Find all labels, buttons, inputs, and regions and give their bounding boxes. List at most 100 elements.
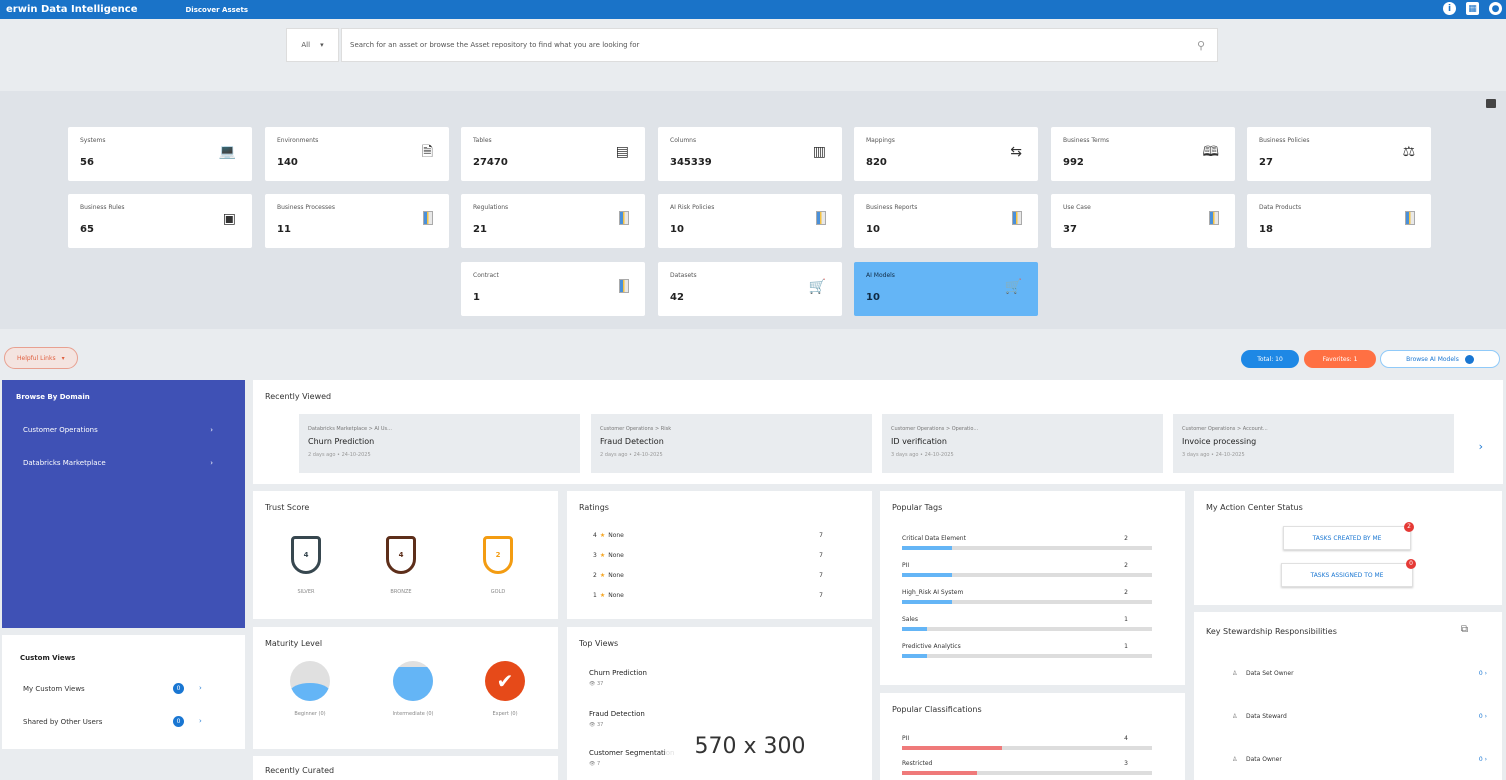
shared-views-row[interactable]: Shared by Other Users 0 ›: [23, 716, 208, 727]
stat-card-columns[interactable]: Columns 345339 ▥: [658, 127, 842, 181]
recent-item-card[interactable]: Customer Operations > Risk Fraud Detecti…: [591, 414, 872, 473]
sidebar-item-customer-operations[interactable]: Customer Operations ›: [23, 426, 213, 434]
people-icon: ♙: [1232, 670, 1238, 677]
trust-label: SILVER: [297, 589, 315, 595]
recently-viewed-panel: Recently Viewed Databricks Marketplace >…: [253, 380, 1503, 484]
chevron-down-icon: ▾: [320, 41, 324, 49]
recent-item-card[interactable]: Databricks Marketplace > AI Us... Churn …: [299, 414, 580, 473]
book-icon: [1012, 211, 1022, 225]
helpful-links-dropdown[interactable]: Helpful Links ▾: [4, 347, 78, 369]
stat-label: Business Rules: [80, 204, 125, 211]
info-icon[interactable]: i: [1443, 2, 1456, 15]
bar-row[interactable]: Critical Data Element 2: [902, 535, 1152, 550]
ratings-panel: Ratings 4 ★ None 7 3 ★ None 7 2 ★ None 7 1 ★ None 7: [567, 491, 872, 619]
stat-card-business-terms[interactable]: Business Terms 992 🕮: [1051, 127, 1235, 181]
my-custom-views-row[interactable]: My Custom Views 0 ›: [23, 683, 208, 694]
row-label: My Custom Views: [23, 685, 85, 693]
document-icon: 🗎: [421, 144, 433, 160]
stat-label: Tables: [473, 137, 492, 144]
stat-card-business-processes[interactable]: Business Processes 11: [265, 194, 449, 248]
top-view-item[interactable]: Churn Prediction 👁 37: [589, 669, 647, 687]
stat-card-environments[interactable]: Environments 140 🗎: [265, 127, 449, 181]
stewardship-row[interactable]: ♙ Data Steward 0 ›: [1232, 713, 1487, 720]
cart-icon: 🛒: [1004, 279, 1022, 295]
tasks-assigned-label: TASKS ASSIGNED TO ME: [1310, 571, 1384, 579]
bar-row[interactable]: Sales 1: [902, 616, 1152, 631]
view-count-value: 37: [596, 681, 604, 687]
stat-card-use-case[interactable]: Use Case 37: [1051, 194, 1235, 248]
stat-label: Use Case: [1063, 204, 1091, 211]
bar-row[interactable]: Predictive Analytics 1: [902, 643, 1152, 658]
action-center-panel: My Action Center Status TASKS CREATED BY…: [1194, 491, 1502, 605]
search-input[interactable]: Search for an asset or browse the Asset …: [341, 28, 1218, 62]
role-count-value: 0: [1478, 713, 1483, 720]
top-view-item[interactable]: Fraud Detection 👁 37: [589, 710, 645, 728]
count-badge: 0: [173, 683, 184, 694]
book-icon: [619, 211, 629, 225]
maturity-level-panel: Maturity Level ✔ Beginner (0) Intermedia…: [253, 627, 558, 749]
bar-row[interactable]: Restricted 3: [902, 760, 1152, 775]
star-count: 1: [593, 592, 597, 599]
sidebar-item-databricks-marketplace[interactable]: Databricks Marketplace ›: [23, 459, 213, 467]
user-icon[interactable]: ●: [1489, 2, 1502, 15]
stat-card-systems[interactable]: Systems 56 💻: [68, 127, 252, 181]
recent-item-card[interactable]: Customer Operations > Account... Invoice…: [1173, 414, 1454, 473]
bar-row[interactable]: PII 2: [902, 562, 1152, 577]
popular-classifications-panel: Popular Classifications PII 4 Restricted 3: [880, 693, 1185, 780]
recent-item-card[interactable]: Customer Operations > Operatio... ID ver…: [882, 414, 1163, 473]
bar-count: 2: [1124, 562, 1128, 569]
stewardship-row[interactable]: ♙ Data Set Owner 0 ›: [1232, 670, 1487, 677]
book-icon: [619, 279, 629, 293]
star-icon: ★: [599, 592, 606, 599]
stewardship-row[interactable]: ♙ Data Owner 0 ›: [1232, 756, 1487, 763]
stewardship-panel: Key Stewardship Responsibilities ⧉ ♙ Data…: [1194, 612, 1502, 780]
favorites-pill[interactable]: Favorites: 1: [1304, 350, 1376, 368]
stat-card-ai-risk-policies[interactable]: AI Risk Policies 10: [658, 194, 842, 248]
bar-count: 2: [1124, 589, 1128, 596]
trust-label: BRONZE: [390, 589, 412, 595]
stat-label: Regulations: [473, 204, 509, 211]
stat-card-mappings[interactable]: Mappings 820 ⇆: [854, 127, 1038, 181]
view-count: 👁 37: [589, 722, 604, 728]
trust-score-panel: Trust Score 4 4 2 SILVER BRONZE GOLD: [253, 491, 558, 619]
bar-row[interactable]: High_Risk AI System 2: [902, 589, 1152, 604]
nav-discover-assets[interactable]: Discover Assets: [185, 5, 249, 14]
copy-icon[interactable]: ⧉: [1460, 624, 1468, 635]
stat-label: Systems: [80, 137, 106, 144]
breadcrumb: Customer Operations > Operatio...: [891, 426, 979, 432]
mid-toolbar: Helpful Links ▾ Total: 10 Favorites: 1 B…: [0, 341, 1506, 377]
next-arrow-icon[interactable]: ›: [1478, 440, 1483, 453]
chevron-right-icon: ›: [210, 426, 213, 434]
stat-card-regulations[interactable]: Regulations 21: [461, 194, 645, 248]
bar-label: Predictive Analytics: [902, 643, 961, 650]
top-view-item[interactable]: Customer Segmentation 👁 7: [589, 749, 674, 767]
search-scope-select[interactable]: All ▾: [286, 28, 339, 62]
view-count-value: 37: [596, 722, 604, 728]
stat-card-business-policies[interactable]: Business Policies 27 ⚖: [1247, 127, 1431, 181]
total-pill[interactable]: Total: 10: [1241, 350, 1299, 368]
bronze-shield-icon: 4: [386, 536, 416, 574]
tasks-assigned-button[interactable]: TASKS ASSIGNED TO ME 0: [1281, 559, 1416, 587]
progress-bar: [902, 600, 1152, 604]
app-brand[interactable]: erwin Data Intelligence: [6, 4, 138, 15]
asset-name: Fraud Detection: [600, 437, 664, 446]
stat-card-contract[interactable]: Contract 1: [461, 262, 645, 316]
grid-icon[interactable]: ▦: [1466, 2, 1479, 15]
bar-row[interactable]: PII 4: [902, 735, 1152, 750]
stat-card-business-rules[interactable]: Business Rules 65 ▣: [68, 194, 252, 248]
stat-card-tables[interactable]: Tables 27470 ▤: [461, 127, 645, 181]
browse-ai-models-button[interactable]: Browse AI Models: [1380, 350, 1500, 368]
search-icon[interactable]: ⚲: [1196, 39, 1205, 52]
progress-bar: [902, 654, 1152, 658]
stat-card-business-reports[interactable]: Business Reports 10: [854, 194, 1038, 248]
book-icon: [423, 211, 433, 225]
rules-icon: ▣: [222, 211, 236, 227]
bar-count: 4: [1124, 735, 1128, 742]
star-icon: ★: [599, 572, 606, 579]
rating-label: None: [608, 532, 624, 539]
print-icon[interactable]: [1486, 99, 1496, 108]
stat-card-data-products[interactable]: Data Products 18: [1247, 194, 1431, 248]
stat-card-ai-models[interactable]: AI Models 10 🛒: [854, 262, 1038, 316]
tasks-created-button[interactable]: TASKS CREATED BY ME 2: [1283, 522, 1414, 550]
stat-card-datasets[interactable]: Datasets 42 🛒: [658, 262, 842, 316]
